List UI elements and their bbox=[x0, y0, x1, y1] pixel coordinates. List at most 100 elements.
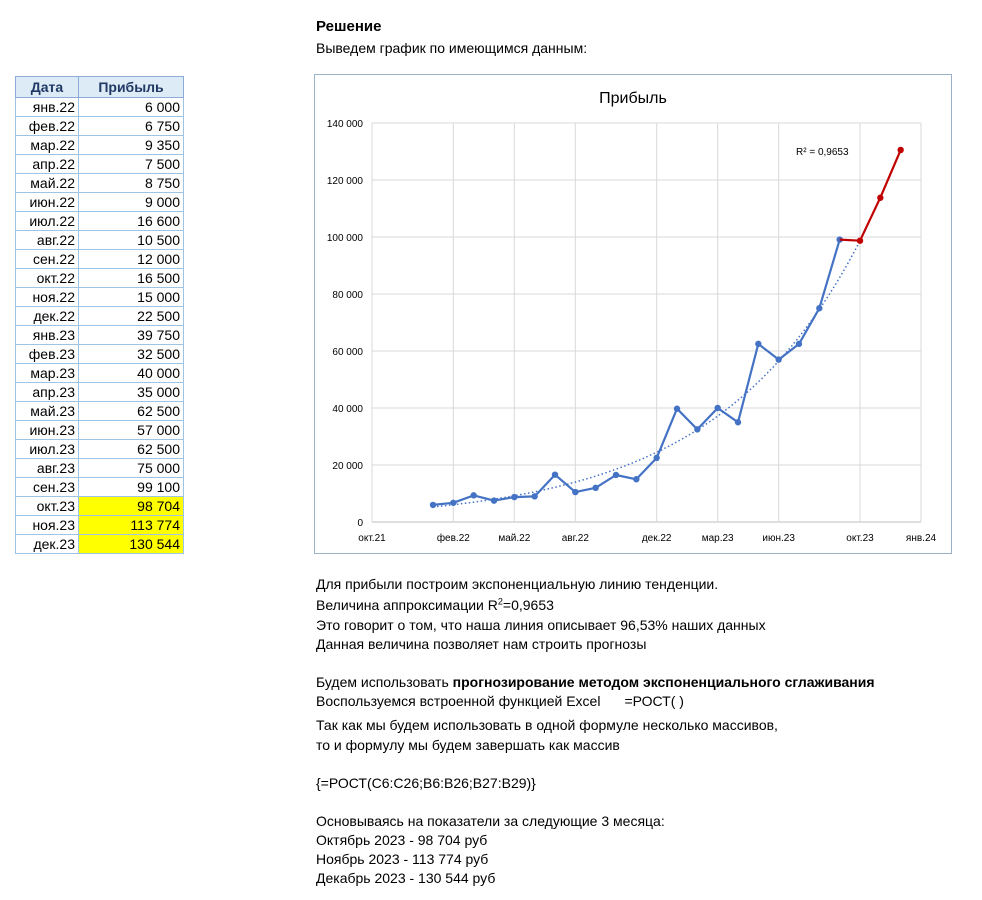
y-tick-label: 20 000 bbox=[332, 461, 363, 472]
cell-profit[interactable]: 6 000 bbox=[78, 97, 184, 117]
cell-profit[interactable]: 99 100 bbox=[78, 477, 184, 497]
table-row: фев.22 6 750 bbox=[15, 116, 184, 136]
table-row: апр.23 35 000 bbox=[15, 382, 184, 402]
data-point bbox=[612, 471, 620, 479]
cell-profit[interactable]: 22 500 bbox=[78, 306, 184, 326]
table-row: мар.23 40 000 bbox=[15, 363, 184, 383]
cell-date[interactable]: апр.23 bbox=[15, 382, 79, 402]
cell-profit[interactable]: 130 544 bbox=[78, 534, 184, 554]
data-point bbox=[897, 146, 904, 154]
cell-date[interactable]: дек.22 bbox=[15, 306, 79, 326]
cell-date[interactable]: мар.22 bbox=[15, 135, 79, 155]
section-title: Решение bbox=[316, 18, 382, 35]
formula-text: {=РОСТ(C6:C26;B6:B26;B27:B29)} bbox=[316, 775, 536, 791]
note-forecast: Данная величина позволяет нам строить пр… bbox=[316, 636, 647, 652]
table-row: апр.22 7 500 bbox=[15, 154, 184, 174]
cell-profit[interactable]: 62 500 bbox=[78, 401, 184, 421]
data-point bbox=[734, 419, 742, 426]
note-arrays: Так как мы будем использовать в одной фо… bbox=[316, 717, 778, 733]
note-approximation-sup: 2 bbox=[497, 596, 503, 607]
table-row: ноя.23 113 774 bbox=[15, 515, 184, 535]
column-header-date[interactable]: Дата bbox=[15, 76, 79, 98]
profit-chart[interactable]: Прибыль 0 20 000 40 000 60 000 80 000 100 000 1… bbox=[314, 74, 952, 554]
cell-profit[interactable]: 113 774 bbox=[78, 515, 184, 535]
note-description: Это говорит о том, что наша линия описыв… bbox=[316, 617, 766, 633]
table-row: июл.23 62 500 bbox=[15, 439, 184, 459]
y-tick-label: 40 000 bbox=[332, 404, 363, 415]
data-point bbox=[856, 237, 864, 244]
cell-date[interactable]: мар.23 bbox=[15, 363, 79, 383]
note-method-bold: прогнозирование методом экспоненциальног… bbox=[452, 674, 875, 690]
y-tick-label: 140 000 bbox=[327, 119, 364, 130]
x-tick-label: дек.22 bbox=[642, 533, 672, 544]
cell-date[interactable]: дек.23 bbox=[15, 534, 79, 554]
cell-date[interactable]: июл.23 bbox=[15, 439, 79, 459]
series-line bbox=[839, 149, 902, 242]
x-tick-label: июн.23 bbox=[762, 533, 795, 544]
trendline bbox=[432, 240, 861, 508]
x-tick-label: май.22 bbox=[498, 533, 530, 544]
cell-profit[interactable]: 6 750 bbox=[78, 116, 184, 136]
table-row: янв.23 39 750 bbox=[15, 325, 184, 345]
cell-profit[interactable]: 10 500 bbox=[78, 230, 184, 250]
note-approximation-value: =0,9653 bbox=[502, 597, 554, 613]
table-row: июн.22 9 000 bbox=[15, 192, 184, 212]
cell-date[interactable]: июн.22 bbox=[15, 192, 79, 212]
table-row: авг.22 10 500 bbox=[15, 230, 184, 250]
column-header-profit[interactable]: Прибыль bbox=[78, 76, 184, 98]
cell-profit[interactable]: 15 000 bbox=[78, 287, 184, 307]
cell-profit[interactable]: 16 500 bbox=[78, 268, 184, 288]
cell-profit[interactable]: 35 000 bbox=[78, 382, 184, 402]
cell-date[interactable]: сен.22 bbox=[15, 249, 79, 269]
x-tick-label: окт.21 bbox=[358, 533, 386, 544]
table-row: ноя.22 15 000 bbox=[15, 287, 184, 307]
cell-profit[interactable]: 40 000 bbox=[78, 363, 184, 383]
cell-profit[interactable]: 98 704 bbox=[78, 496, 184, 516]
data-point bbox=[592, 484, 599, 491]
cell-date[interactable]: май.23 bbox=[15, 401, 79, 421]
table-row: май.23 62 500 bbox=[15, 401, 184, 421]
cell-profit[interactable]: 32 500 bbox=[78, 344, 184, 364]
note-function-text: Воспользуемся встроенной функцией Excel bbox=[316, 693, 601, 709]
cell-profit[interactable]: 62 500 bbox=[78, 439, 184, 459]
cell-profit[interactable]: 7 500 bbox=[78, 154, 184, 174]
cell-profit[interactable]: 9 000 bbox=[78, 192, 184, 212]
table-row: авг.23 75 000 bbox=[15, 458, 184, 478]
cell-date[interactable]: янв.22 bbox=[15, 97, 79, 117]
cell-date[interactable]: авг.23 bbox=[15, 458, 79, 478]
cell-profit[interactable]: 12 000 bbox=[78, 249, 184, 269]
cell-date[interactable]: янв.23 bbox=[15, 325, 79, 345]
cell-profit[interactable]: 39 750 bbox=[78, 325, 184, 345]
cell-date[interactable]: авг.22 bbox=[15, 230, 79, 250]
data-point bbox=[694, 426, 701, 433]
forecast-december: Декабрь 2023 - 130 544 руб bbox=[316, 870, 496, 886]
x-tick-label: авг.22 bbox=[562, 533, 590, 544]
cell-date[interactable]: сен.23 bbox=[15, 477, 79, 497]
cell-date[interactable]: фев.22 bbox=[15, 116, 79, 136]
cell-date[interactable]: май.22 bbox=[15, 173, 79, 193]
table-row: окт.23 98 704 bbox=[15, 496, 184, 516]
cell-date[interactable]: июн.23 bbox=[15, 420, 79, 440]
cell-profit[interactable]: 9 350 bbox=[78, 135, 184, 155]
note-based-on: Основываясь на показатели за следующие 3… bbox=[316, 813, 665, 829]
data-point bbox=[450, 499, 457, 506]
note-function: Воспользуемся встроенной функцией Excel =… bbox=[316, 693, 684, 709]
cell-profit[interactable]: 75 000 bbox=[78, 458, 184, 478]
cell-date[interactable]: фев.23 bbox=[15, 344, 79, 364]
cell-profit[interactable]: 57 000 bbox=[78, 420, 184, 440]
data-point bbox=[816, 305, 823, 312]
cell-date[interactable]: окт.22 bbox=[15, 268, 79, 288]
table-row: сен.22 12 000 bbox=[15, 249, 184, 269]
cell-date[interactable]: окт.23 bbox=[15, 496, 79, 516]
cell-date[interactable]: апр.22 bbox=[15, 154, 79, 174]
cell-date[interactable]: июл.22 bbox=[15, 211, 79, 231]
table-row: июн.23 57 000 bbox=[15, 420, 184, 440]
table-row: янв.22 6 000 bbox=[15, 97, 184, 117]
cell-date[interactable]: ноя.23 bbox=[15, 515, 79, 535]
cell-profit[interactable]: 16 600 bbox=[78, 211, 184, 231]
y-tick-label: 0 bbox=[357, 518, 363, 529]
cell-profit[interactable]: 8 750 bbox=[78, 173, 184, 193]
cell-date[interactable]: ноя.22 bbox=[15, 287, 79, 307]
table-header-row: Дата Прибыль bbox=[15, 76, 184, 98]
table-row: сен.23 99 100 bbox=[15, 477, 184, 497]
